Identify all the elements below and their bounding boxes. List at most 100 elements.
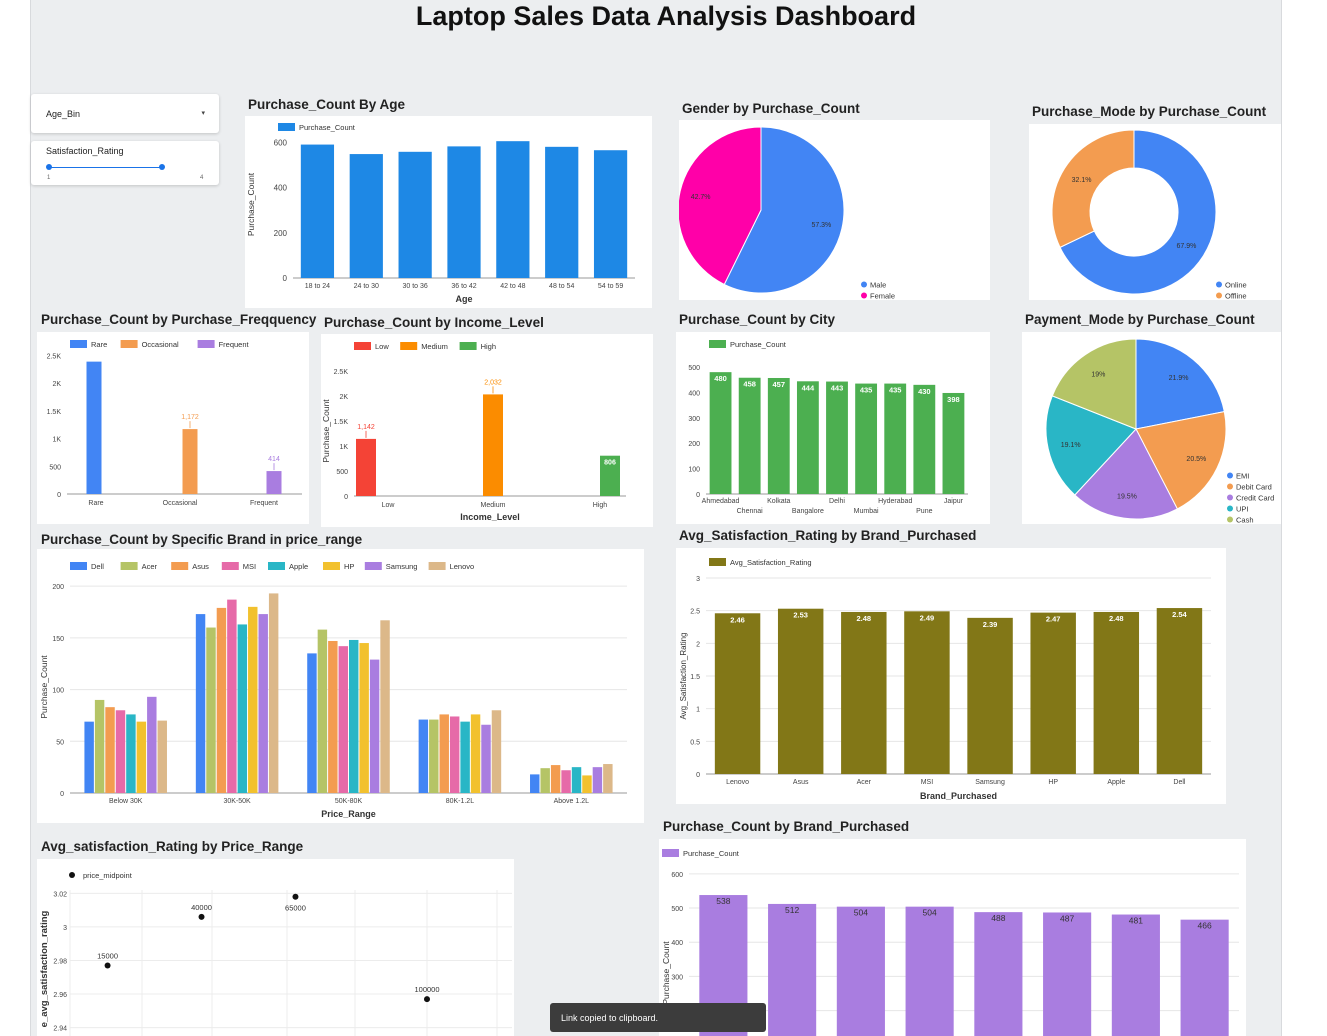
mode-slice-label-0: 67.9% (1177, 243, 1197, 250)
mode-slice-Online (1059, 129, 1217, 295)
age-bar-4 (496, 141, 530, 278)
brandprice-ytick-0: 0 (60, 791, 64, 798)
freq-legend-label-1: Occasional (142, 340, 179, 349)
payment-legend-dot-1 (1227, 483, 1233, 490)
payment-legend-label-1: Debit Card (1236, 483, 1272, 492)
brandprice-xtick-3: 80K-1.2L (446, 798, 475, 805)
income-bar-1 (483, 394, 503, 496)
city-data-label-3: 444 (802, 383, 815, 392)
age-xtick-2: 30 to 36 (402, 283, 427, 290)
brandprice-xtick-1: 30K-50K (223, 798, 251, 805)
brandprice-legend-swatch-2 (171, 562, 189, 570)
brandprice-legend-swatch-6 (364, 562, 382, 570)
avgsat-bar-0 (714, 613, 761, 774)
income-legend-label-1: Medium (421, 342, 448, 351)
brandprice-ytick-4: 200 (52, 584, 64, 591)
freq-legend-label-0: Rare (91, 340, 107, 349)
brandcount-legend-swatch-0 (662, 849, 679, 857)
gender-slice-Female (677, 126, 762, 286)
age-legend-label-0: Purchase_Count (299, 123, 356, 132)
brandprice-bar-Asus-1 (216, 607, 227, 793)
brandprice-bar-Apple-4 (571, 767, 582, 793)
frequency-chart: 0 500 1K 1.5K 2K 2.5K Rare Occasional Frequent Ra… (47, 340, 302, 507)
brandprice-bar-Acer-4 (540, 768, 550, 793)
brand-count-chart-title: Purchase_Count by Brand_Purchased (663, 819, 910, 834)
payment-chart-title: Payment_Mode by Purchase_Count (1025, 312, 1255, 327)
city-data-label-4: 443 (831, 384, 844, 393)
payment-chart-panel: 21.9% 20.5% 19.5% 19.1% 19% EMI Debit Card Cred… (1022, 332, 1281, 525)
satisfaction-rating-label: Satisfaction_Rating (46, 146, 124, 156)
brandprice-bar-Asus-2 (328, 640, 338, 793)
slider-min-handle[interactable] (46, 164, 52, 170)
age-bin-dropdown[interactable]: Age_Bin ▾ (31, 94, 219, 133)
brandprice-bar-Asus-0 (105, 707, 115, 793)
brandcount-data-label-7: 466 (1198, 921, 1212, 931)
avgsat-xtick-4: Samsung (975, 779, 1005, 786)
avgsat-data-label-5: 2.47 (1046, 615, 1061, 624)
payment-legend-dot-4 (1227, 516, 1233, 523)
age-y-axis-label: Purchase_Count (246, 172, 256, 236)
avgsat-xtick-5: HP (1048, 779, 1058, 786)
avgsat-y-axis-label: Avg_Satisfaction_Rating (679, 632, 688, 719)
income-ytick-0: 0 (344, 494, 348, 501)
freq-legend-swatch-1 (120, 340, 138, 348)
gender-legend-label-0: Male (870, 281, 886, 290)
brandcount-data-label-3: 504 (923, 908, 937, 918)
brandprice-bar-Lenovo-3 (491, 710, 502, 793)
brandprice-legend-swatch-4 (268, 562, 285, 570)
brandprice-bar-Apple-1 (237, 624, 248, 793)
avgsat-ytick-3: 1.5 (690, 674, 700, 681)
brandprice-legend-label-2: Asus (192, 562, 209, 571)
age-ytick-2: 400 (274, 184, 288, 193)
city-ytick-0: 0 (696, 492, 700, 499)
city-data-label-7: 430 (918, 387, 931, 396)
age-chart: 0 200 400 600 Purchase_Count Age Purchase_Coun… (246, 123, 635, 304)
slider-track[interactable] (49, 167, 162, 168)
city-data-label-2: 457 (773, 380, 786, 389)
gender-legend-dot-0 (861, 281, 867, 288)
brandcount-data-label-2: 504 (854, 908, 868, 918)
brandprice-bar-Dell-0 (84, 721, 94, 793)
income-bar-2 (600, 455, 620, 496)
freq-ytick-5: 2.5K (47, 354, 62, 361)
freq-xtick-2: Frequent (250, 500, 278, 507)
frequency-chart-title: Purchase_Count by Purchase_Freqquency (41, 312, 317, 327)
brandprice-legend-label-6: Samsung (386, 562, 418, 571)
age-bar-3 (447, 146, 481, 278)
avgsat-xtick-7: Dell (1173, 779, 1186, 786)
brandprice-legend-label-3: MSI (243, 562, 256, 571)
payment-legend-label-0: EMI (1236, 472, 1249, 481)
age-bar-5 (545, 146, 579, 278)
brandcount-data-label-0: 538 (716, 896, 730, 906)
payment-legend-label-4: Cash (1236, 516, 1254, 525)
left-gutter (0, 0, 31, 1036)
brandprice-legend-swatch-0 (70, 562, 87, 570)
income-data-label-2: 806 (604, 460, 616, 467)
payment-slice-Credit Card (1074, 428, 1179, 520)
age-xtick-5: 48 to 54 (549, 283, 574, 290)
income-xtick-1: Medium (481, 502, 506, 509)
brand-price-chart-title: Purchase_Count by Specific Brand in pric… (41, 532, 363, 547)
avgsat-data-label-0: 2.46 (730, 615, 745, 624)
avgsat-bar-3 (904, 611, 950, 774)
payment-slice-label-1: 20.5% (1186, 456, 1206, 463)
slider-max-handle[interactable] (159, 164, 165, 170)
avgsat-data-label-7: 2.54 (1172, 610, 1187, 619)
freq-legend-label-2: Frequent (219, 340, 250, 349)
avg-satisfaction-chart-title: Avg_Satisfaction_Rating by Brand_Purchas… (679, 528, 977, 543)
city-bar-5 (855, 383, 878, 494)
brandprice-bar-MSI-0 (115, 710, 126, 793)
gender-slice-label-1: 42.7% (691, 194, 711, 201)
payment-slice-label-3: 19.1% (1061, 442, 1081, 449)
brandprice-bar-Samsung-0 (147, 696, 157, 793)
income-chart: 0 500 1K 1.5K 2K 2.5K Purchase_Count Income_Lev… (321, 342, 626, 522)
satisfaction-rating-slider[interactable]: Satisfaction_Rating 1 4 (31, 141, 219, 185)
brandprice-ytick-3: 150 (52, 636, 64, 643)
gender-legend-dot-1 (861, 292, 867, 299)
brandprice-legend-label-0: Dell (91, 562, 104, 571)
age-x-axis-label: Age (455, 294, 472, 304)
avgsat-ytick-4: 2 (696, 641, 700, 648)
gender-slice-Male (723, 126, 845, 294)
city-data-label-5: 435 (860, 386, 873, 395)
brandprice-bar-Dell-4 (530, 774, 540, 793)
